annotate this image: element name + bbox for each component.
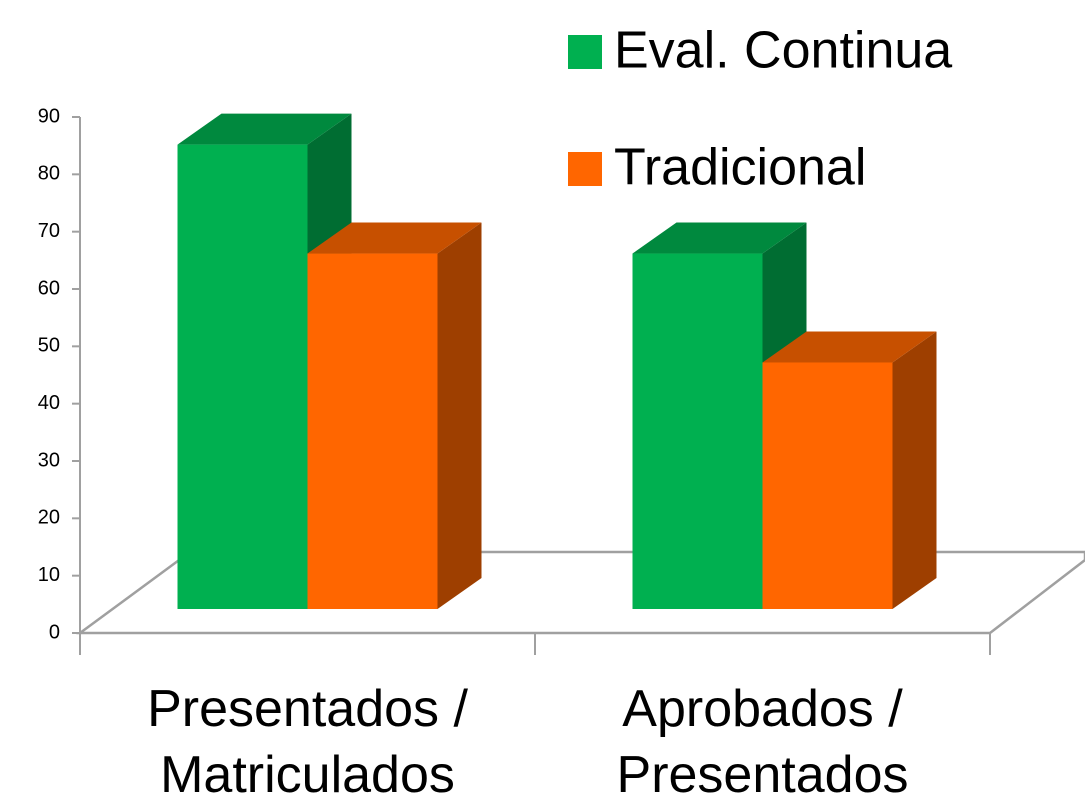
bar <box>762 362 893 609</box>
bar-top <box>762 331 937 363</box>
y-tick-label: 30 <box>38 449 60 471</box>
legend-swatch <box>568 35 602 69</box>
legend-label: Tradicional <box>614 139 866 197</box>
y-tick-label: 40 <box>38 392 60 414</box>
y-tick-label: 60 <box>38 277 60 299</box>
bar-top <box>177 113 352 145</box>
y-tick-label: 10 <box>38 564 60 586</box>
bar <box>632 253 763 610</box>
bar-top <box>632 222 807 254</box>
x-tick-label: Aprobados / Presentados <box>616 680 909 804</box>
legend-label: Eval. Continua <box>614 22 952 80</box>
bar-top <box>307 222 482 254</box>
bar <box>177 144 308 609</box>
y-tick-label: 20 <box>38 507 60 529</box>
bar-side <box>437 222 482 610</box>
bar <box>307 253 438 610</box>
y-tick-label: 0 <box>49 621 60 643</box>
y-tick-label: 90 <box>38 105 60 127</box>
x-tick-label: Presentados / Matriculados <box>147 680 468 804</box>
y-tick-label: 50 <box>38 335 60 357</box>
floor <box>76 550 1085 635</box>
y-tick-label: 70 <box>38 220 60 242</box>
bar-side <box>892 331 937 609</box>
legend-swatch <box>568 152 602 186</box>
y-tick-label: 80 <box>38 163 60 185</box>
